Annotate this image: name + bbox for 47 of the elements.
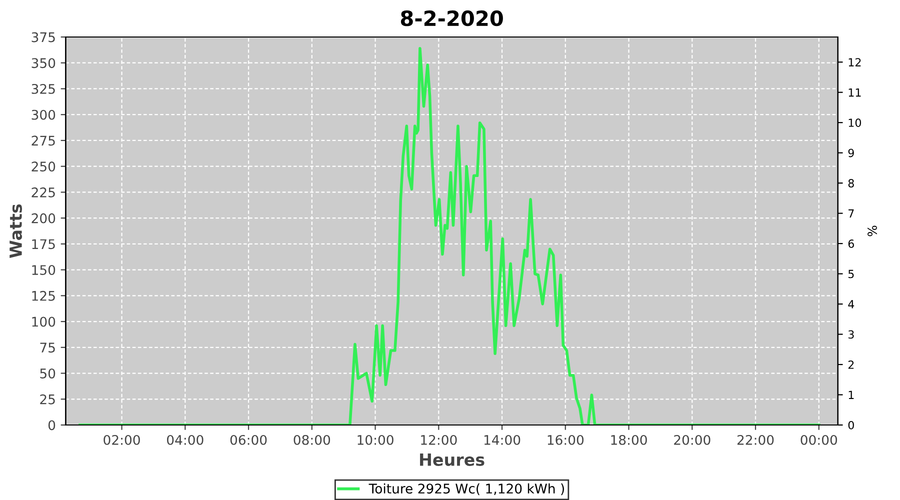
y-tick-label: 0 — [48, 420, 56, 430]
y-tick-label: 50 — [40, 368, 56, 378]
x-tick-label: 04:00 — [167, 434, 204, 445]
y2-axis-title: % — [868, 226, 877, 236]
x-tick-label: 10:00 — [358, 434, 394, 445]
y-tick-label: 375 — [32, 32, 55, 42]
y-tick-label: 150 — [32, 265, 56, 275]
y2-tick-label: 5 — [848, 270, 854, 278]
y-tick-label: 325 — [32, 84, 55, 94]
y-tick-label: 125 — [32, 290, 55, 301]
chart-title: 8-2-2020 — [400, 10, 503, 26]
y-tick-label: 100 — [32, 316, 56, 327]
x-tick-label: 14:00 — [484, 434, 520, 445]
y2-tick-label: 10 — [848, 118, 862, 127]
y-tick-label: 225 — [32, 187, 55, 198]
y-tick-label: 250 — [32, 162, 56, 172]
y2-tick-label: 12 — [848, 58, 861, 66]
y-tick-label: 175 — [32, 239, 55, 250]
y-tick-label: 25 — [40, 394, 55, 404]
y-tick-label: 350 — [32, 58, 56, 68]
y-axis-title: Watts — [10, 204, 22, 258]
line-series — [78, 46, 820, 425]
y-tick-label: 275 — [32, 136, 55, 146]
y-tick-label: 75 — [40, 342, 55, 353]
y-tick-label: 300 — [32, 110, 56, 120]
x-tick-label: 08:00 — [294, 434, 330, 445]
x-tick-label: 00:00 — [800, 434, 838, 445]
y2-tick-label: 6 — [848, 240, 854, 248]
x-tick-label: 06:00 — [230, 434, 267, 445]
y2-tick-label: 7 — [848, 209, 854, 218]
y2-tick-label: 11 — [848, 88, 861, 97]
x-tick-label: 18:00 — [611, 434, 647, 445]
x-tick-label: 02:00 — [104, 434, 140, 445]
y2-tick-label: 2 — [848, 360, 854, 369]
x-tick-label: 16:00 — [548, 434, 584, 445]
y2-tick-label: 0 — [848, 420, 854, 430]
y2-tick-label: 3 — [848, 330, 854, 339]
x-tick-label: 12:00 — [421, 434, 457, 445]
x-axis-title: Heures — [420, 454, 484, 466]
y-tick-label: 200 — [32, 213, 56, 224]
y2-tick-label: 1 — [848, 390, 854, 399]
x-tick-label: 22:00 — [737, 434, 774, 445]
y2-tick-label: 9 — [848, 148, 854, 158]
legend-label: Toiture 2925 Wc( 1,120 kWh ) — [368, 483, 564, 496]
x-tick-label: 20:00 — [674, 434, 710, 445]
y2-tick-label: 4 — [848, 300, 854, 308]
y2-tick-label: 8 — [848, 179, 854, 188]
